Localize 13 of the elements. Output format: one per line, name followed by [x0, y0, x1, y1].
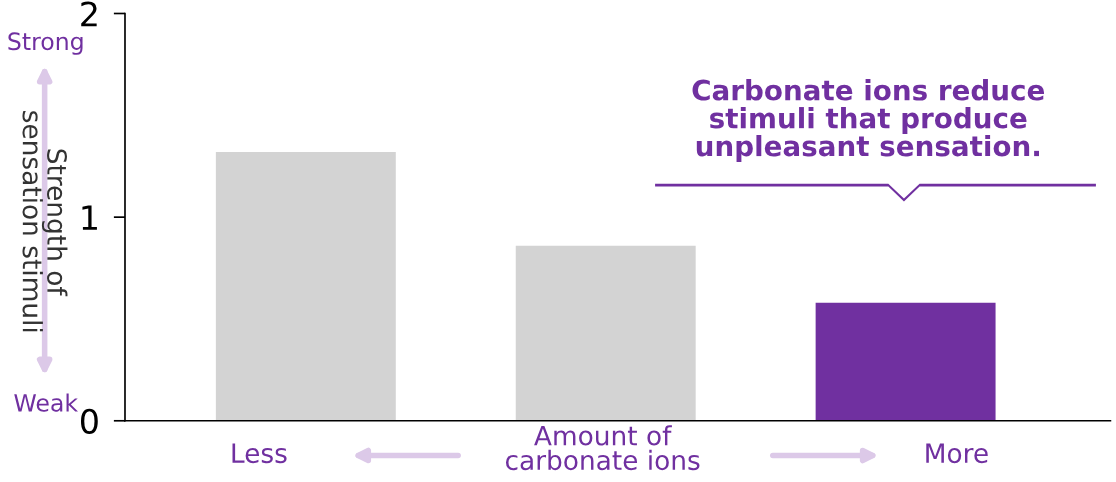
- y-tick-label: 2: [81, 1, 97, 27]
- text: Weak: [14, 393, 78, 412]
- bar: [215, 151, 396, 421]
- annotation: Carbonate ions reduce stimuli that produce unpleasant sensation.: [692, 79, 1044, 162]
- text: More: [926, 443, 988, 464]
- y-tick-label: 1: [82, 205, 97, 230]
- bar: [515, 245, 696, 421]
- x-axis-title: Amount of carbonate ions: [505, 425, 700, 471]
- text: Less: [232, 443, 287, 464]
- bar: [815, 302, 996, 421]
- y-axis-title: Strength of sensation stimuli: [22, 111, 68, 332]
- y-tick-label: 0: [80, 408, 98, 434]
- text: Strong: [8, 32, 83, 55]
